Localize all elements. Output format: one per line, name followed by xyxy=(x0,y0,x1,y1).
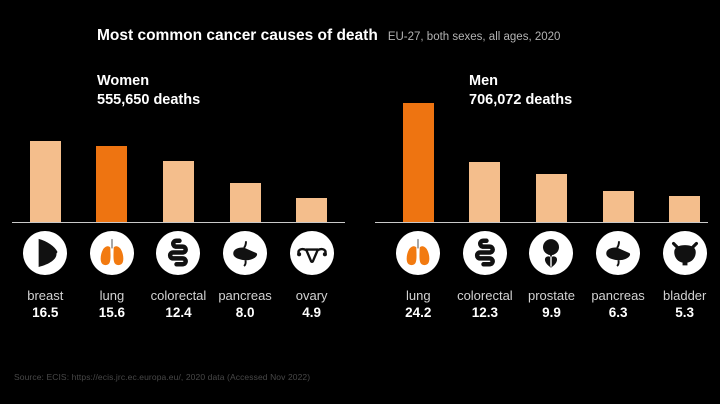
organ-icon-circle xyxy=(289,231,334,275)
organ-icon-circle xyxy=(529,231,574,275)
organ-label: ovary xyxy=(295,288,328,303)
bar xyxy=(469,161,501,222)
bar-area xyxy=(12,103,79,222)
group-deaths-women: 555,650 deaths xyxy=(97,92,201,108)
bar xyxy=(29,141,61,222)
category-column: colorectal 12.4 xyxy=(145,103,212,320)
group-name-women: Women xyxy=(97,73,150,89)
organ-icon-circle xyxy=(89,231,134,275)
organ-icon-circle xyxy=(23,231,68,275)
bar-area xyxy=(585,103,652,222)
source-note: Source: ECIS: https://ecis.jrc.ec.europa… xyxy=(14,372,311,382)
lungs-icon xyxy=(90,231,134,275)
bar-area xyxy=(145,103,212,222)
category-column: breast 16.5 xyxy=(12,103,79,320)
organ-icon-circle xyxy=(662,231,707,275)
page-subtitle: EU-27, both sexes, all ages, 2020 xyxy=(387,31,561,43)
colorectal-icon xyxy=(156,231,200,275)
value-label: 12.3 xyxy=(471,305,499,320)
organ-icon-circle xyxy=(462,231,507,275)
group-header-women: Women 555,650 deaths xyxy=(97,72,200,110)
bar xyxy=(229,182,261,222)
category-column: pancreas 8.0 xyxy=(212,103,279,320)
value-label: 24.2 xyxy=(405,305,432,320)
bar xyxy=(296,198,328,222)
breast-icon xyxy=(23,231,67,275)
organ-label: pancreas xyxy=(218,288,272,303)
bar xyxy=(535,173,567,222)
bar-area xyxy=(651,103,718,222)
ovary-icon xyxy=(290,231,334,275)
organ-label: colorectal xyxy=(150,288,207,303)
lungs-icon xyxy=(396,231,440,275)
bar-area xyxy=(278,103,345,222)
bar-area xyxy=(79,103,146,222)
value-label: 12.4 xyxy=(165,305,192,320)
value-label: 4.9 xyxy=(302,305,322,320)
organ-label: lung xyxy=(406,288,431,303)
organ-label: lung xyxy=(99,288,125,303)
value-label: 16.5 xyxy=(32,305,59,320)
organ-icon-circle xyxy=(156,231,201,275)
value-label: 15.6 xyxy=(98,305,126,320)
bar-area xyxy=(518,103,585,222)
value-label: 5.3 xyxy=(675,305,695,320)
colorectal-icon xyxy=(463,231,507,275)
category-column: lung 24.2 xyxy=(385,103,452,320)
category-column: ovary 4.9 xyxy=(278,103,345,320)
bar xyxy=(96,145,128,222)
category-column: lung 15.6 xyxy=(79,103,146,320)
organ-label: prostate xyxy=(527,288,575,303)
value-label: 6.3 xyxy=(608,305,628,320)
bar-group-women: breast 16.5 lung 15.6 colorectal 12.4 pa… xyxy=(12,103,345,320)
bar-area xyxy=(212,103,279,222)
organ-icon-circle xyxy=(596,231,641,275)
bar-area xyxy=(452,103,519,222)
baseline-axis-women xyxy=(12,222,345,223)
bladder-icon xyxy=(663,231,707,275)
organ-label: bladder xyxy=(662,288,707,303)
category-column: bladder 5.3 xyxy=(651,103,718,320)
value-label: 8.0 xyxy=(235,305,255,320)
bar xyxy=(402,103,434,222)
baseline-axis-men xyxy=(375,222,708,223)
organ-icon-circle xyxy=(396,231,441,275)
group-name-men: Men xyxy=(469,73,498,89)
organ-label: colorectal xyxy=(457,288,513,303)
organ-label: pancreas xyxy=(591,288,645,303)
group-deaths-men: 706,072 deaths xyxy=(469,92,573,108)
pancreas-icon xyxy=(223,231,267,275)
organ-label: breast xyxy=(27,288,64,303)
bar-area xyxy=(385,103,452,222)
page-title: Most common cancer causes of death xyxy=(97,27,378,44)
pancreas-icon xyxy=(596,231,640,275)
chart-title-block: Most common cancer causes of death EU-27,… xyxy=(97,27,560,45)
bar xyxy=(162,161,194,222)
value-label: 9.9 xyxy=(542,305,561,320)
bar xyxy=(602,191,634,222)
category-column: pancreas 6.3 xyxy=(585,103,652,320)
organ-icon-circle xyxy=(223,231,268,275)
bar-group-men: lung 24.2 colorectal 12.3 prostate 9.9 p… xyxy=(385,103,718,320)
bar xyxy=(669,196,701,222)
category-column: prostate 9.9 xyxy=(518,103,585,320)
group-header-men: Men 706,072 deaths xyxy=(469,72,572,110)
prostate-icon xyxy=(529,231,573,275)
category-column: colorectal 12.3 xyxy=(452,103,519,320)
